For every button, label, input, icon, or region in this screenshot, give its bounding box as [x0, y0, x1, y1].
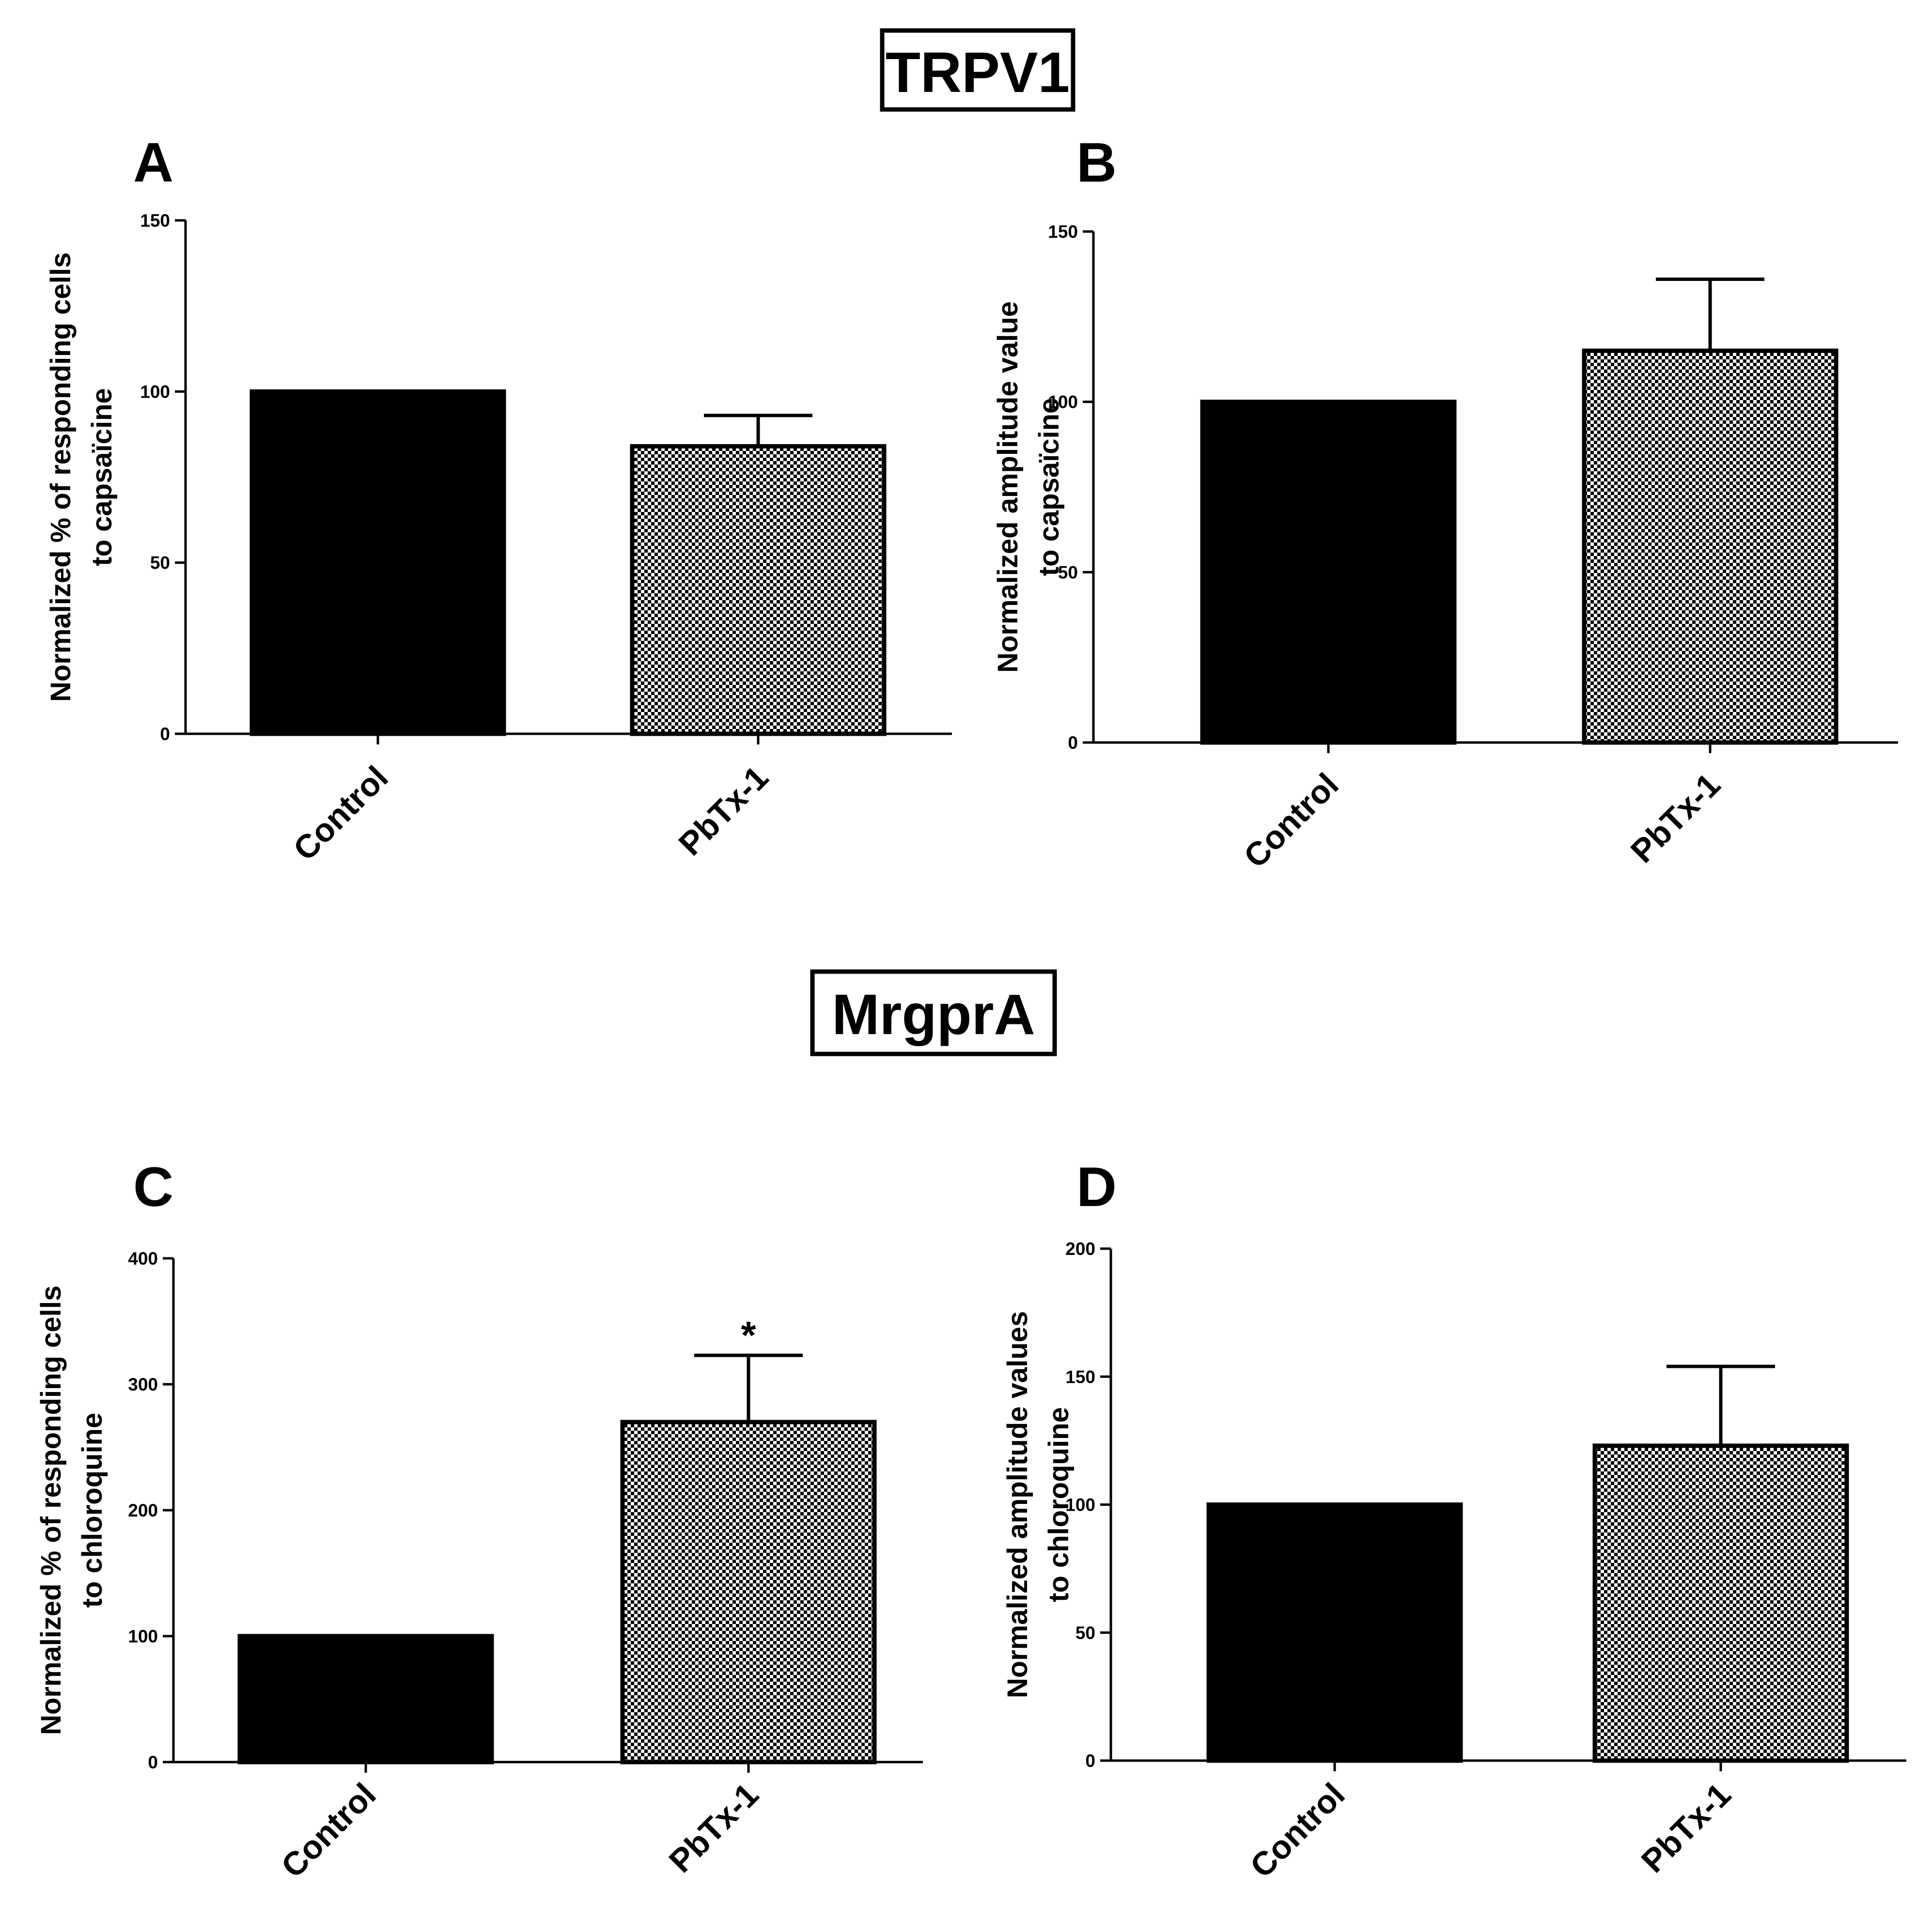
y-tick-label: 200 [128, 1501, 158, 1520]
y-tick-label: 50 [1075, 1623, 1095, 1643]
y-tick-label: 0 [160, 724, 170, 744]
y-axis-title: Normalized amplitude value to capsaïcine [992, 301, 1065, 673]
bar-control [249, 389, 506, 736]
x-tick-label: Control [286, 759, 395, 868]
section-title-mrgpra: MrgprA [810, 969, 1057, 1056]
x-tick-label: PbTx-1 [662, 1776, 766, 1880]
y-tick-label: 100 [1048, 392, 1078, 412]
bar-pbtx-1 [1582, 348, 1839, 745]
bar-pbtx-1 [620, 1420, 877, 1764]
section-title-box [880, 28, 1075, 112]
y-axis-title: Normalized amplitude values to chloroquin… [1002, 1311, 1075, 1698]
y-axis-title-line: to chloroquine [1043, 1407, 1075, 1602]
y-axis-title-line: to chloroquine [77, 1413, 108, 1608]
y-axis-title-line: to capsaïcine [86, 388, 118, 566]
panel-a: A Normalized % of responding cells to caps… [45, 132, 952, 868]
panel-b: B Normalized amplitude value to capsaïcine… [992, 132, 1898, 875]
y-tick-label: 150 [1065, 1367, 1095, 1387]
y-axis-title-line: Normalized % of responding cells [35, 1285, 67, 1735]
panel-letter: B [1076, 132, 1117, 194]
y-tick-label: 150 [1048, 222, 1078, 242]
y-axis-title-line: Normalized amplitude value [992, 301, 1024, 673]
panel-c: C Normalized % of responding cells to chlo… [35, 1156, 923, 1885]
section-title-trpv1: TRPV1 [880, 28, 1075, 112]
y-tick-label: 200 [1065, 1239, 1095, 1259]
section-title-box [810, 969, 1057, 1056]
y-axis-title-line: Normalized % of responding cells [45, 252, 77, 702]
bar-control [1206, 1502, 1463, 1763]
x-tick-label: Control [1237, 766, 1346, 875]
bar-pbtx-1 [630, 444, 887, 736]
x-tick-label: Control [274, 1776, 383, 1885]
y-tick-label: 300 [128, 1375, 158, 1394]
y-axis-title-line: Normalized amplitude values [1002, 1311, 1033, 1698]
y-tick-label: 0 [1068, 733, 1078, 753]
panel-letter: D [1076, 1156, 1117, 1218]
y-tick-label: 50 [1058, 562, 1078, 582]
x-tick-label: PbTx-1 [1635, 1776, 1738, 1880]
y-tick-label: 100 [140, 382, 170, 402]
bar-pbtx-1 [1592, 1443, 1849, 1763]
panel-d: D Normalized amplitude values to chloroqui… [1002, 1156, 1906, 1885]
y-tick-label: 150 [140, 211, 170, 231]
bar-control [237, 1634, 494, 1764]
x-tick-label: PbTx-1 [1624, 766, 1728, 870]
section-title-text: MrgprA [832, 983, 1035, 1047]
y-axis-title: Normalized % of responding cells to chlor… [35, 1285, 108, 1735]
panel-letter: A [133, 132, 173, 194]
section-title-text: TRPV1 [886, 41, 1070, 105]
significance-marker: * [741, 1314, 756, 1357]
y-tick-label: 400 [128, 1249, 158, 1269]
y-tick-label: 50 [150, 553, 170, 573]
bar-control [1200, 400, 1457, 745]
y-axis-title-line: to capsaïcine [1033, 398, 1065, 576]
y-axis-title: Normalized % of responding cells to capsa… [45, 252, 118, 702]
x-tick-label: Control [1243, 1776, 1352, 1885]
panel-letter: C [133, 1156, 173, 1218]
x-tick-label: PbTx-1 [672, 759, 776, 863]
y-tick-label: 100 [1065, 1495, 1095, 1515]
y-tick-label: 0 [148, 1752, 158, 1772]
y-tick-label: 100 [128, 1626, 158, 1646]
y-tick-label: 0 [1085, 1751, 1095, 1771]
